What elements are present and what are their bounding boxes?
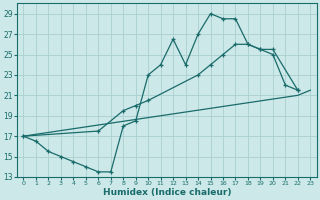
X-axis label: Humidex (Indice chaleur): Humidex (Indice chaleur) [103,188,231,197]
